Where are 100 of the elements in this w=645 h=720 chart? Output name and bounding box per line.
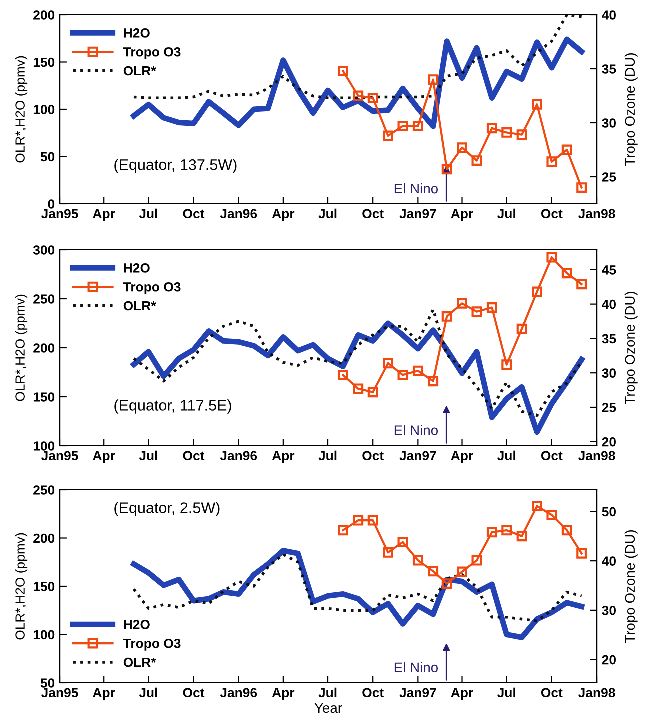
y-tick-label: 150 (34, 392, 55, 402)
point (428, 566, 439, 577)
y2-tick-label: 30 (602, 606, 616, 616)
y-tick-label: 200 (34, 534, 55, 544)
x-tick-label: Jan97 (400, 451, 436, 461)
x-tick-label: Oct (541, 451, 563, 461)
point (368, 515, 378, 526)
x-tick-label: Apr (451, 451, 474, 464)
point (442, 578, 452, 589)
point (353, 515, 364, 526)
point (457, 298, 468, 309)
legend-label: H2O (124, 28, 150, 38)
x-tick-label: Jul (498, 450, 516, 461)
x-tick-label: Oct (541, 209, 563, 219)
y-tick-label: 100 (34, 105, 55, 114)
annotation: (Equator, 117.5E) (114, 400, 232, 414)
point (338, 66, 348, 76)
y-tick-label: 150 (34, 58, 55, 68)
x-tick-label: Apr (451, 688, 474, 700)
y2-tick-label: 35 (602, 334, 616, 344)
legend-label: Tropo O3 (123, 638, 181, 651)
legend-label: OLR* (124, 66, 156, 76)
x-tick-label: Jan97 (400, 688, 436, 698)
point (532, 286, 542, 298)
x-tick-label: Apr (272, 451, 295, 464)
point (398, 537, 408, 548)
point (516, 324, 528, 334)
point (338, 525, 348, 536)
point (428, 376, 439, 387)
x-tick-label: Oct (541, 688, 563, 698)
y-tick-label: 200 (34, 10, 55, 20)
y2-axis-title: Tropo Ozone (DU) (624, 292, 638, 405)
point (368, 92, 378, 104)
point (486, 527, 498, 538)
point (532, 99, 542, 110)
x-tick-label: Oct (362, 209, 384, 219)
y-tick-label: 200 (34, 344, 55, 353)
point (398, 370, 408, 380)
x-tick-label: Jul (139, 450, 158, 461)
point (562, 268, 572, 279)
point (546, 156, 558, 168)
point (428, 74, 439, 86)
y2-axis-title: Tropo Ozone (DU) (624, 530, 638, 644)
x-tick-label: Jan98 (578, 209, 616, 219)
point (457, 566, 468, 578)
point (383, 130, 394, 142)
y2-tick-label: 25 (602, 403, 616, 412)
annotation: (Equator, 2.5W) (114, 502, 220, 516)
y-tick-label: 300 (33, 246, 55, 255)
point (576, 182, 588, 194)
point (412, 121, 424, 132)
y-axis-title: OLR*,H2O (ppmv) (15, 533, 28, 640)
point (516, 531, 528, 542)
x-tick-label: Jan98 (578, 451, 616, 461)
x-tick-label: Oct (362, 688, 384, 698)
legend-label: OLR* (124, 301, 156, 311)
y2-tick-label: 30 (602, 118, 616, 128)
x-tick-label: Jan96 (220, 209, 258, 219)
x-tick-label: Apr (272, 209, 295, 222)
annotation: El Nino (394, 425, 438, 436)
point (576, 279, 588, 290)
point (576, 548, 588, 559)
point (516, 130, 528, 140)
point (383, 358, 394, 369)
x-tick-label: Oct (183, 688, 205, 698)
annotation: (Equator, 137.5W) (114, 159, 237, 174)
annotation: El Nino (394, 183, 438, 194)
y2-tick-label: 50 (602, 507, 616, 517)
point (412, 366, 424, 376)
x-tick-label: Jan96 (220, 688, 258, 698)
y-tick-label: 50 (40, 152, 55, 162)
y-tick-label: 250 (34, 486, 55, 495)
annotation: El Nino (394, 662, 438, 673)
x-tick-label: Apr (93, 451, 116, 464)
point (383, 547, 394, 558)
point (562, 144, 572, 156)
y-tick-label: 250 (34, 294, 55, 304)
point (502, 525, 512, 536)
x-tick-label: Jul (139, 208, 158, 219)
x-tick-label: Jul (318, 208, 337, 219)
legend-label: OLR* (124, 658, 156, 668)
point (472, 306, 482, 318)
y2-tick-label: 40 (602, 10, 616, 20)
y2-tick-label: 20 (602, 655, 616, 665)
point (472, 156, 482, 166)
x-tick-label: Apr (272, 688, 295, 700)
point (353, 90, 364, 102)
y-tick-label: 150 (34, 582, 55, 592)
point (546, 510, 558, 520)
y-axis-title: OLR*,H2O (ppmv) (15, 294, 28, 402)
point (486, 123, 498, 134)
y-tick-label: 0 (48, 200, 55, 209)
point (472, 555, 482, 566)
x-tick-label: Jul (498, 208, 516, 219)
x-tick-label: Oct (183, 451, 205, 461)
point (457, 142, 468, 154)
y2-tick-label: 20 (602, 437, 616, 447)
x-tick-label: Jan95 (41, 451, 78, 461)
point (368, 387, 378, 398)
point (532, 501, 542, 512)
